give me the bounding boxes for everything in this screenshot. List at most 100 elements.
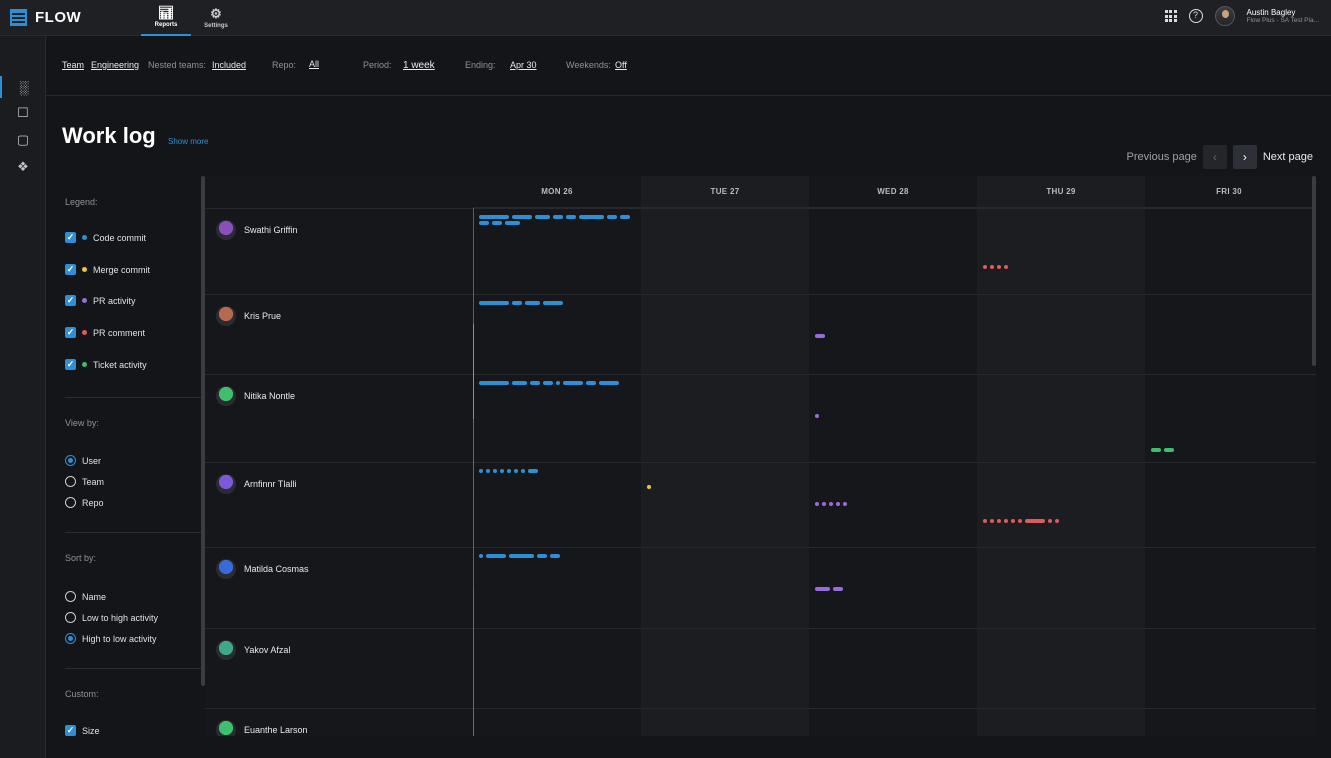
nav-reports[interactable]: 📊︎ Reports	[141, 0, 191, 36]
pr-activity-dot	[82, 298, 87, 303]
table-row-user[interactable]: Euanthe Larson	[216, 720, 308, 736]
view-by-team[interactable]: Team	[65, 476, 104, 487]
nested-value[interactable]: Included	[212, 60, 247, 70]
previous-page-label: Previous page	[1126, 151, 1197, 163]
ticket-activity-mark	[1164, 448, 1174, 452]
checkbox[interactable]: ✓	[65, 327, 76, 338]
option-label: High to low activity	[82, 633, 157, 644]
code-commit-mark	[535, 215, 550, 219]
code-commit-mark	[620, 215, 630, 219]
code-commit-mark	[550, 554, 560, 558]
table-row-user[interactable]: Arnfinnr Tlalli	[216, 474, 296, 494]
checkbox[interactable]: ✓	[65, 232, 76, 243]
radio[interactable]	[65, 476, 76, 487]
view-by-repo[interactable]: Repo	[65, 497, 104, 508]
radio[interactable]	[65, 633, 76, 644]
code-commit-mark	[543, 301, 563, 305]
radio[interactable]	[65, 612, 76, 623]
merge-commit-dot	[82, 267, 87, 272]
legend-label: Ticket activity	[93, 359, 147, 370]
avatar[interactable]	[1214, 6, 1235, 26]
rail-modules-icon[interactable]: ❖	[17, 159, 29, 174]
user-menu[interactable]: Austin Bagley Flow Plus - SA Test Pla...	[1247, 8, 1320, 24]
side-panel-scrollbar[interactable]	[201, 176, 205, 686]
custom-size[interactable]: ✓ Size	[65, 725, 100, 736]
table-row-user[interactable]: Kris Prue	[216, 306, 281, 326]
page-title: Work log	[62, 123, 156, 148]
code-commit-mark	[566, 215, 576, 219]
help-icon[interactable]: ?	[1188, 9, 1203, 23]
rail-chat-icon[interactable]: ☐	[17, 105, 29, 120]
row-divider	[205, 547, 1316, 548]
table-row-user[interactable]: Matilda Cosmas	[216, 559, 309, 579]
legend-item-pr-activity[interactable]: ✓ PR activity	[65, 295, 136, 306]
row-divider	[205, 628, 1316, 629]
table-row-user[interactable]: Nitika Nontle	[216, 386, 295, 406]
checkbox[interactable]: ✓	[65, 725, 76, 736]
view-by-user[interactable]: User	[65, 455, 101, 466]
avatar	[216, 559, 236, 579]
pr-comment-mark	[997, 519, 1001, 523]
avatar	[216, 306, 236, 326]
rail-book-icon[interactable]: ▢	[16, 132, 30, 147]
legend-item-ticket-activity[interactable]: ✓ Ticket activity	[65, 359, 147, 370]
repo-label: Repo:	[272, 60, 297, 70]
table-row-user[interactable]: Swathi Griffin	[216, 220, 297, 240]
next-page-button[interactable]: ›	[1232, 145, 1257, 169]
sort-by-name[interactable]: Name	[65, 591, 106, 602]
legend-label: Merge commit	[93, 264, 151, 275]
pr-comment-mark	[997, 265, 1001, 269]
nav-settings-label: Settings	[204, 23, 228, 29]
pr-comment-mark	[983, 265, 987, 269]
table-row-user[interactable]: Yakov Afzal	[216, 640, 290, 660]
repo-value[interactable]: All	[309, 59, 320, 69]
code-commit-mark	[556, 381, 560, 385]
sort-by-high-low[interactable]: High to low activity	[65, 633, 157, 644]
checkbox[interactable]: ✓	[65, 359, 76, 370]
period-value[interactable]: 1 week	[403, 60, 435, 71]
chevron-right-icon: ›	[1242, 150, 1247, 164]
code-commit-mark	[479, 221, 489, 225]
table-scrollbar[interactable]	[1312, 176, 1316, 366]
code-commit-mark	[543, 381, 553, 385]
ending-label: Ending:	[465, 60, 496, 70]
ticket-activity-mark	[1151, 448, 1161, 452]
radio[interactable]	[65, 591, 76, 602]
avatar	[216, 220, 236, 240]
row-divider	[205, 708, 1316, 709]
checkbox[interactable]: ✓	[65, 295, 76, 306]
row-divider	[205, 374, 1316, 375]
pr-activity-mark	[822, 502, 826, 506]
weekends-value[interactable]: Off	[615, 60, 627, 70]
legend-item-merge-commit[interactable]: ✓ Merge commit	[65, 264, 150, 275]
day-column-bg	[977, 176, 1145, 736]
sort-by-low-high[interactable]: Low to high activity	[65, 612, 158, 623]
next-page-label[interactable]: Next page	[1262, 151, 1313, 163]
nav-settings[interactable]: ⚙ Settings	[191, 0, 241, 36]
chevron-left-icon: ‹	[1212, 150, 1217, 164]
option-label: Low to high activity	[82, 612, 159, 623]
option-label: User	[82, 455, 102, 466]
legend-item-code-commit[interactable]: ✓ Code commit	[65, 232, 146, 243]
apps-grid-icon[interactable]	[1164, 10, 1177, 22]
ending-value[interactable]: Apr 30	[510, 60, 537, 70]
code-commit-mark	[563, 381, 583, 385]
rail-reports-icon[interactable]: ░	[0, 76, 46, 98]
show-more-link[interactable]: Show more	[168, 137, 209, 146]
pr-activity-mark	[815, 502, 819, 506]
day-header: WED 28	[809, 176, 977, 208]
avatar	[216, 720, 236, 736]
checkbox[interactable]: ✓	[65, 264, 76, 275]
option-label: Name	[82, 591, 107, 602]
previous-page-button[interactable]: ‹	[1202, 145, 1227, 169]
legend-label: Code commit	[93, 232, 147, 243]
avatar	[216, 640, 236, 660]
logo[interactable]: FLOW	[10, 9, 81, 26]
team-label[interactable]: Team	[62, 60, 85, 70]
team-value[interactable]: Engineering	[91, 60, 140, 70]
radio[interactable]	[65, 497, 76, 508]
row-divider	[205, 294, 1316, 295]
side-panel: Legend: ✓ Code commit ✓ Merge commit ✓ PR a…	[46, 176, 202, 736]
legend-item-pr-comment[interactable]: ✓ PR comment	[65, 327, 145, 338]
radio[interactable]	[65, 455, 76, 466]
